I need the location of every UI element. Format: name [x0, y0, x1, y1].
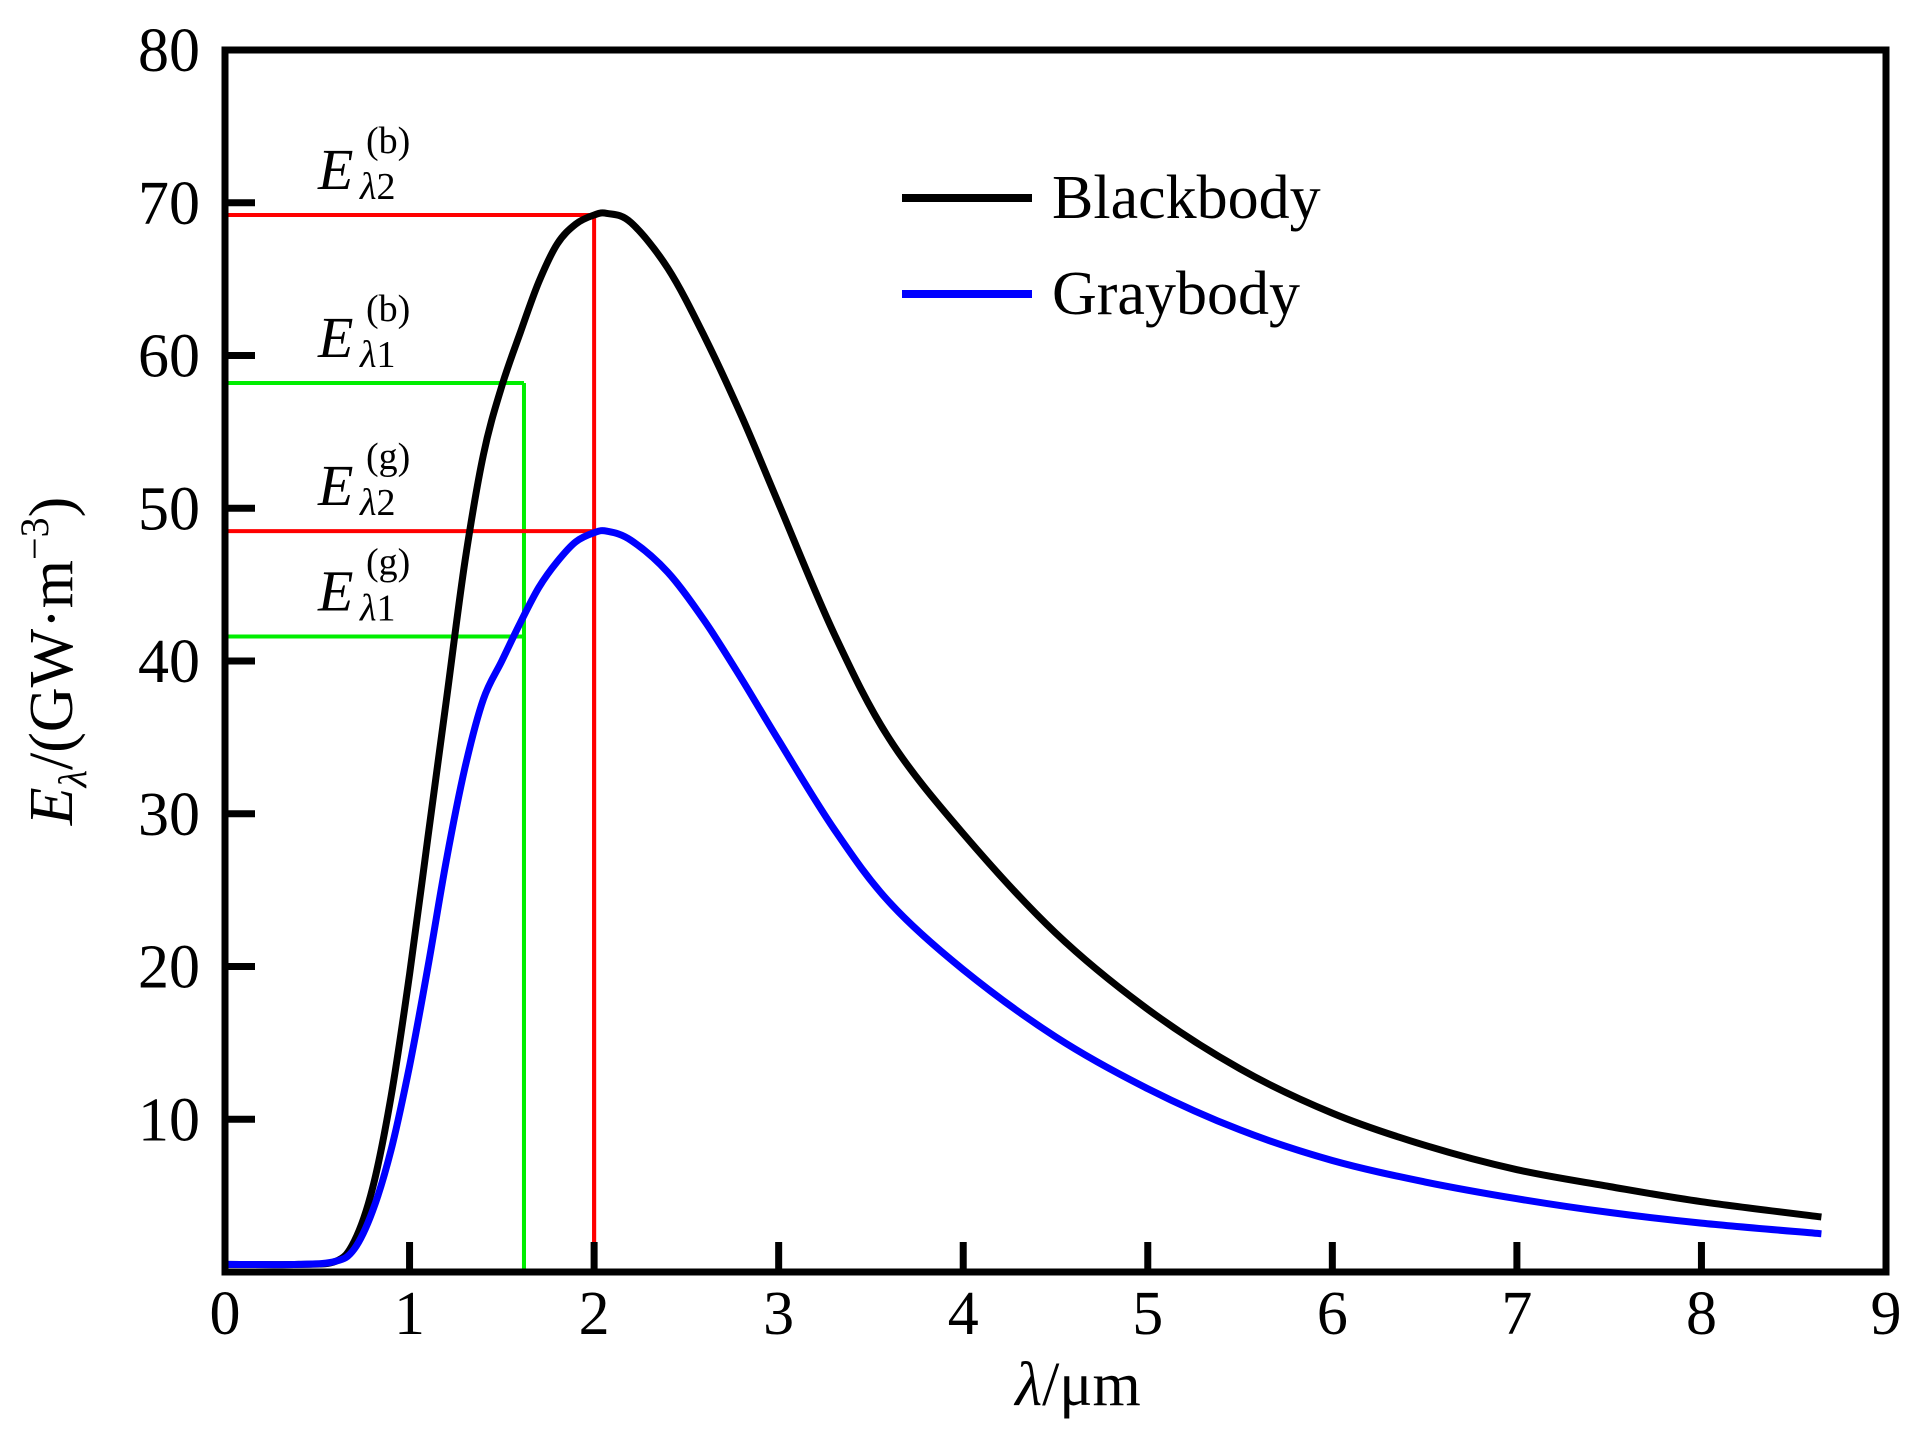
annotation-symbol: E: [317, 453, 353, 518]
x-tick-label-5: 5: [1132, 1280, 1163, 1348]
x-tick-label-7: 7: [1501, 1280, 1532, 1348]
annotation-symbol: E: [317, 305, 353, 370]
legend-label-graybody: Graybody: [1052, 260, 1300, 328]
x-tick-label-0: 0: [210, 1280, 241, 1348]
y-tick-label-60: 60: [138, 323, 200, 391]
y-tick-label-40: 40: [138, 628, 200, 696]
legend-label-blackbody: Blackbody: [1052, 164, 1321, 232]
annotation-superscript: (b): [366, 120, 410, 162]
x-tick-label-1: 1: [394, 1280, 425, 1348]
annotation-superscript: (b): [366, 288, 410, 330]
legend: Blackbody Graybody: [902, 164, 1321, 328]
annotation-label-2: E (g)λ2: [317, 436, 410, 524]
annotation-superscript: (g): [366, 436, 410, 478]
y-tick-label-20: 20: [138, 934, 200, 1002]
series-line-blackbody: [224, 209, 1822, 1269]
annotation-label-1: E (b)λ1: [317, 288, 410, 376]
x-tick-label-2: 2: [579, 1280, 610, 1348]
annotations: E (b)λ2E (b)λ1E (g)λ2E (g)λ1: [317, 120, 410, 630]
annotation-subscript: λ2: [359, 482, 395, 524]
y-tick-label-10: 10: [138, 1086, 200, 1154]
annotation-subscript: λ1: [359, 588, 395, 630]
y-tick-label-80: 80: [138, 17, 200, 85]
plot-frame: [221, 46, 1890, 1276]
x-tick-label-4: 4: [948, 1280, 979, 1348]
annotation-symbol: E: [317, 137, 353, 202]
x-tick-label-8: 8: [1686, 1280, 1717, 1348]
y-tick-label-30: 30: [138, 781, 200, 849]
x-tick-label-9: 9: [1871, 1280, 1902, 1348]
y-tick-label-50: 50: [138, 475, 200, 543]
x-tick-label-6: 6: [1317, 1280, 1348, 1348]
reference-lines: [225, 212, 597, 1272]
y-tick-label-70: 70: [138, 170, 200, 238]
series-line-graybody: [224, 527, 1822, 1269]
annotation-label-0: E (b)λ2: [317, 120, 410, 208]
annotation-subscript: λ2: [359, 166, 395, 208]
annotation-label-3: E (g)λ1: [317, 542, 410, 630]
annotation-subscript: λ1: [359, 334, 395, 376]
x-axis-label: λ/μm: [1013, 1351, 1141, 1419]
plot-series: [224, 209, 1822, 1269]
x-tick-label-3: 3: [763, 1280, 794, 1348]
annotation-symbol: E: [317, 559, 353, 624]
y-axis-label: Eλ/(GW·m−3): [12, 497, 95, 826]
axis-ticks: 0 1 2 3 4 5 6 7 8 9 10 20 30 40 50 60 70 80: [138, 17, 1902, 1348]
annotation-superscript: (g): [366, 542, 410, 584]
